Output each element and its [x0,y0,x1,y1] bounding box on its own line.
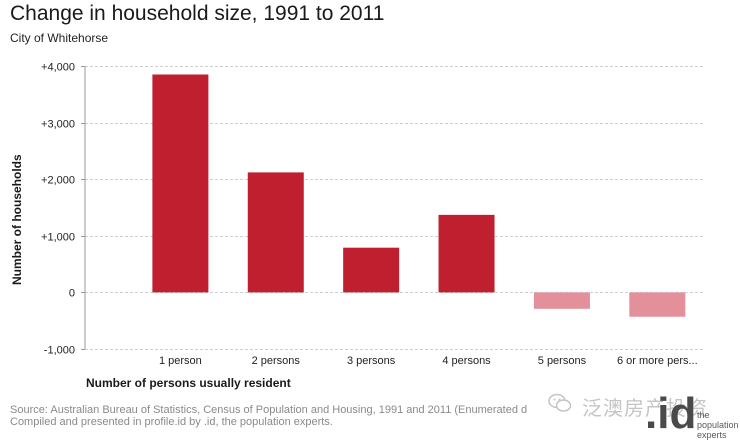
bar-1-person [152,74,209,293]
watermark-text: 泛澳房产投资 [582,396,708,420]
logo-mark: .id [645,389,697,438]
x-axis-label: Number of persons usually resident [86,376,291,390]
source-note: Source: Australian Bureau of Statistics,… [10,404,527,428]
logo-tagline-line: experts [697,430,727,440]
y-axis-label: Number of households [10,154,24,285]
x-tick-label: 1 person [159,355,202,367]
bar-2-persons [247,172,304,293]
logo-tagline-line: population [697,420,739,430]
y-tick-label: -1,000 [44,345,75,357]
logo-tagline: the population experts [697,410,739,440]
y-tick-label: +2,000 [41,175,75,187]
y-tick-label: +1,000 [41,232,75,244]
logo-tagline-line: the [697,410,710,420]
wechat-icon [548,393,572,412]
y-tick-label: +4,000 [41,62,75,74]
bar-4-persons [438,214,495,293]
chart-subtitle: City of Whitehorse [10,31,109,45]
chart-title: Change in household size, 1991 to 2011 [10,2,385,25]
x-tick-label: 4 persons [442,355,491,367]
source-line-2: Compiled and presented in profile.id by … [10,416,333,428]
x-tick-label: 2 persons [252,355,301,367]
id-logo: .id the population experts [645,392,740,440]
bar-6-or-more-pers- [629,292,686,317]
x-tick-label: 6 or more pers... [617,355,698,367]
x-tick-label: 5 persons [538,355,587,367]
bar-3-persons [343,247,400,293]
x-tick-label: 3 persons [347,355,396,367]
source-line-1: Source: Australian Bureau of Statistics,… [10,404,528,416]
bar-5-persons [533,292,590,309]
y-tick-label: 0 [69,288,75,300]
y-tick-label: +3,000 [41,119,75,131]
